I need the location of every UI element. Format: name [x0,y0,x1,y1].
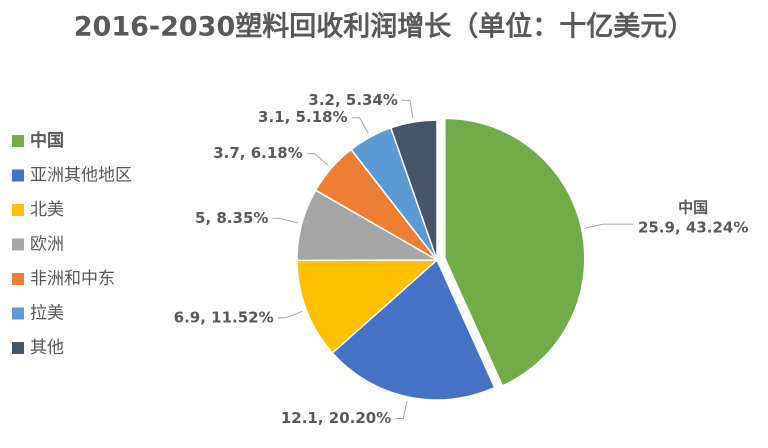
legend-swatch [12,273,24,285]
leader-line [306,153,329,166]
leader-line [272,217,298,224]
legend-label: 北美 [30,200,64,220]
data-label: 3.1, 5.18% [258,108,348,126]
legend-swatch [12,238,24,251]
data-label: 6.9, 11.52% [174,308,274,326]
leader-line [351,117,369,134]
legend-label: 亚洲其他地区 [30,166,132,186]
leader-line [277,310,303,319]
leader-line [585,223,634,229]
legend-swatch [12,307,24,320]
legend-swatch [12,342,24,354]
leader-line [395,400,408,419]
pie-slice [331,258,496,401]
pie-slice [444,117,586,387]
legend-label: 非洲和中东 [30,269,115,289]
data-label: 3.2, 5.34% [308,91,398,109]
data-label: 25.9, 43.24% [638,219,748,237]
data-label: 5, 8.35% [195,209,268,227]
slice-name-label: 中国 [678,199,708,217]
legend-swatch [12,135,24,147]
legend-swatch [12,204,24,216]
data-label: 12.1, 20.20% [281,409,391,427]
pie-slice [296,259,439,355]
legend-label: 欧洲 [30,235,64,255]
chart-title: 2016-2030塑料回收利润增长（单位：十亿美元） [74,11,695,43]
legend-label: 拉美 [30,304,64,324]
legend-label: 其他 [30,338,64,358]
leader-line [401,99,414,119]
legend-label: 中国 [30,130,64,151]
pie-slice [389,119,438,261]
legend-swatch [12,169,24,182]
data-label: 3.7, 6.18% [213,144,303,162]
